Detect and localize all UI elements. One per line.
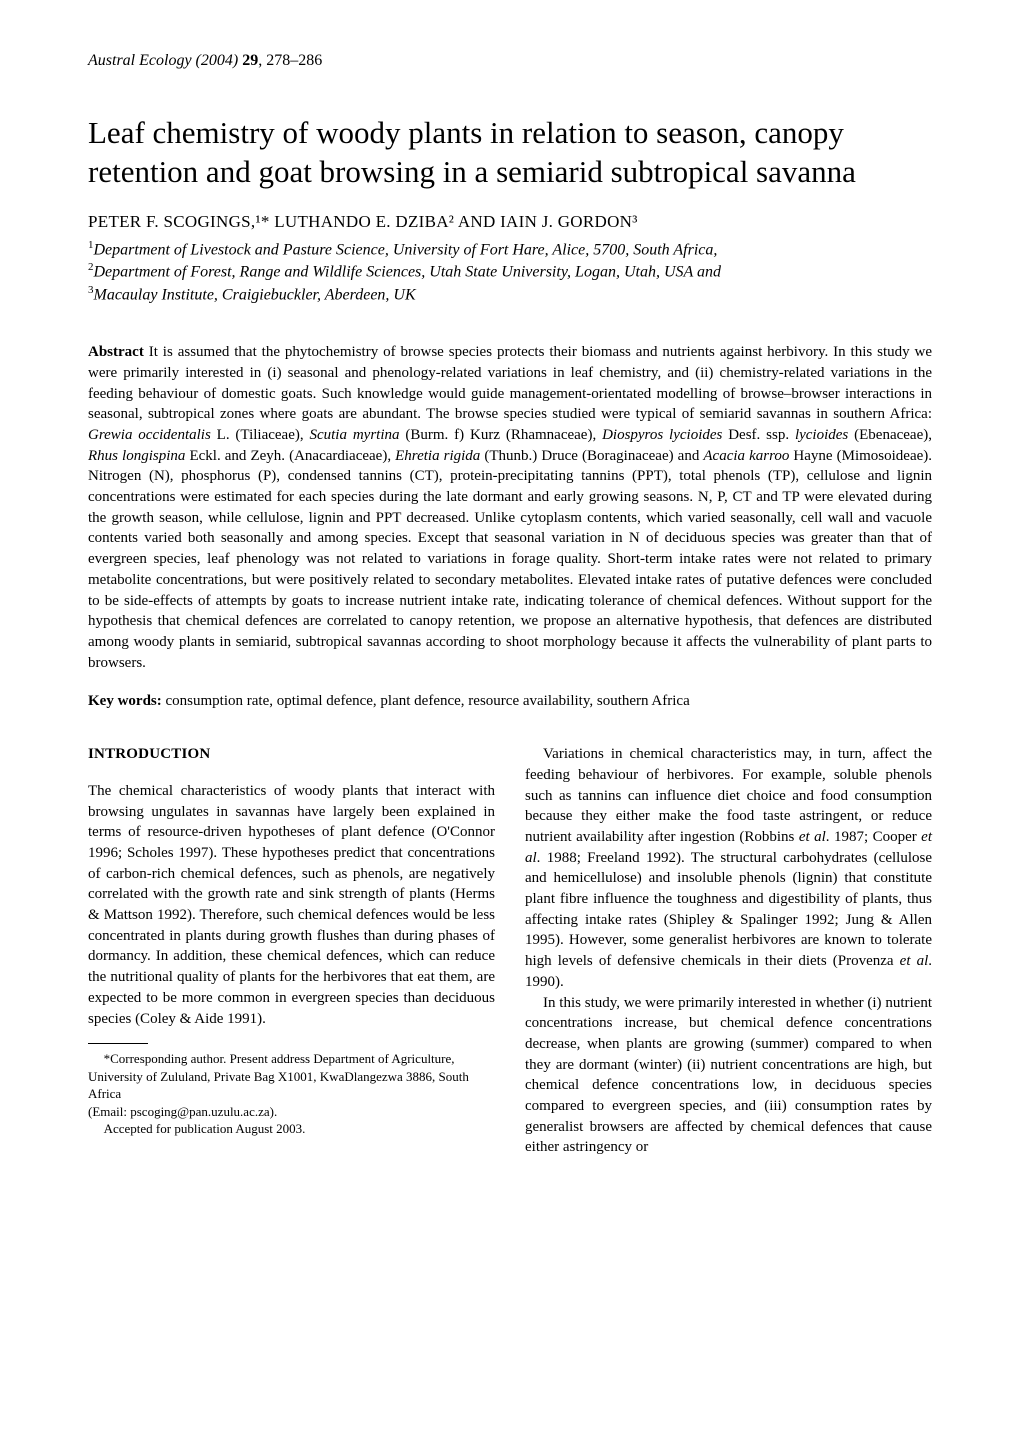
affiliation-3: Macaulay Institute, Craigiebuckler, Aber… <box>94 287 416 304</box>
species-5: Ehretia rigida <box>395 448 480 464</box>
page: Austral Ecology (2004) 29, 278–286 Leaf … <box>0 0 1020 1443</box>
abstract-t5: (Thunb.) Druce (Boraginaceae) and <box>480 448 703 464</box>
intro-paragraph-1: The chemical characteristics of woody pl… <box>88 781 495 1029</box>
left-column: INTRODUCTION The chemical characteristic… <box>88 744 495 1158</box>
footnote-separator <box>88 1043 148 1044</box>
abstract-t3b: (Ebenaceae), <box>848 427 932 443</box>
journal-volume: 29 <box>242 52 258 69</box>
footnote-block: *Corresponding author. Present address D… <box>88 1050 495 1138</box>
abstract-t3: Desf. ssp. <box>722 427 795 443</box>
journal-pages: , 278–286 <box>258 52 322 69</box>
species-3: Diospyros lycioides <box>602 427 722 443</box>
affiliations: 1Department of Livestock and Pasture Sci… <box>88 238 932 307</box>
footnote-corresponding: *Corresponding author. Present address D… <box>88 1050 495 1103</box>
p2-b: . 1987; Cooper <box>826 829 921 845</box>
abstract-t6: Hayne (Mimosoideae). Nitrogen (N), phosp… <box>88 448 932 671</box>
journal-name: Austral Ecology <box>88 52 192 69</box>
intro-paragraph-3: In this study, we were primarily interes… <box>525 993 932 1159</box>
affiliation-1: Department of Livestock and Pasture Scie… <box>94 241 718 258</box>
footnote-accepted: Accepted for publication August 2003. <box>88 1120 495 1138</box>
abstract-t1: L. (Tiliaceae), <box>211 427 310 443</box>
section-heading-introduction: INTRODUCTION <box>88 744 495 765</box>
abstract-label: Abstract <box>88 344 144 360</box>
journal-year: (2004) <box>196 52 239 69</box>
right-column: Variations in chemical characteristics m… <box>525 744 932 1158</box>
abstract: Abstract It is assumed that the phytoche… <box>88 342 932 673</box>
keywords-text: consumption rate, optimal defence, plant… <box>162 693 690 709</box>
species-3b: lycioides <box>795 427 848 443</box>
abstract-t2: (Burm. f) Kurz (Rhamnaceae), <box>400 427 603 443</box>
abstract-t4: Eckl. and Zeyh. (Anacardiaceae), <box>185 448 395 464</box>
p2-etal-3: et al <box>900 953 929 969</box>
p2-c: . 1988; Freeland 1992). The structural c… <box>525 850 932 969</box>
keywords-label: Key words: <box>88 693 162 709</box>
intro-paragraph-2: Variations in chemical characteristics m… <box>525 744 932 992</box>
body-columns: INTRODUCTION The chemical characteristic… <box>88 744 932 1158</box>
author-line: PETER F. SCOGINGS,¹* LUTHANDO E. DZIBA² … <box>88 212 932 232</box>
species-1: Grewia occidentalis <box>88 427 211 443</box>
keywords: Key words: consumption rate, optimal def… <box>88 693 932 710</box>
running-head: Austral Ecology (2004) 29, 278–286 <box>88 52 932 70</box>
species-4: Rhus longispina <box>88 448 185 464</box>
abstract-text-pre: It is assumed that the phytochemistry of… <box>88 344 932 422</box>
p2-etal-1: et al <box>799 829 826 845</box>
footnote-email: (Email: pscoging@pan.uzulu.ac.za). <box>88 1103 495 1121</box>
species-6: Acacia karroo <box>703 448 789 464</box>
article-title: Leaf chemistry of woody plants in relati… <box>88 114 932 192</box>
affiliation-2: Department of Forest, Range and Wildlife… <box>94 264 721 281</box>
species-2: Scutia myrtina <box>309 427 399 443</box>
